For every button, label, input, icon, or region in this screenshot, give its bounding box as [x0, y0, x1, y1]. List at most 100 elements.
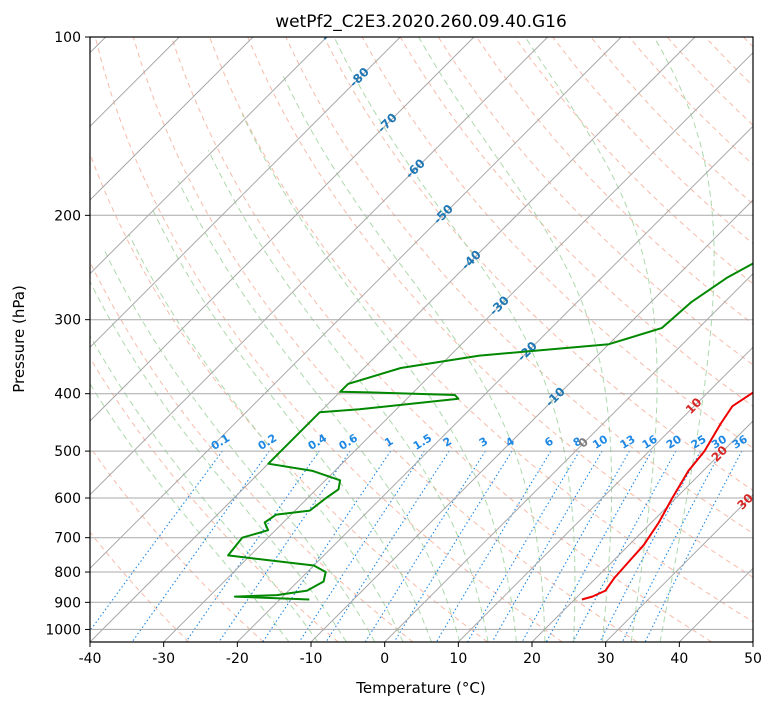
mixing-ratio-line	[325, 450, 450, 642]
guide-labels: 0.10.20.40.611.52346810131620253036-100-…	[209, 0, 775, 561]
dry-adiabat	[90, 356, 339, 642]
isotherm-label: -100	[288, 0, 319, 2]
isotherm-line	[678, 567, 753, 642]
isotherm-line	[310, 199, 753, 642]
temperature-profile	[581, 391, 753, 601]
mixing-ratio-line	[599, 450, 701, 642]
dry-adiabat	[285, 37, 753, 535]
mixing-ratio-label: 36	[730, 432, 750, 451]
dry-adiabat	[209, 37, 753, 623]
dry-adiabat	[704, 37, 753, 87]
dry-adiabat	[552, 37, 753, 245]
isotherm-line	[90, 37, 401, 349]
mixing-ratio-label: 0.4	[306, 431, 330, 453]
isotherm-line	[90, 37, 549, 496]
y-tick-label: 200	[54, 208, 81, 224]
dry-adiabat	[742, 37, 753, 48]
x-tick-label: 0	[380, 651, 389, 667]
isotherm-line	[752, 641, 753, 642]
background-grid	[90, 37, 753, 642]
moist-adiabat	[90, 382, 290, 642]
dry-adiabat-label: 40	[760, 539, 775, 561]
dry-adiabat	[90, 531, 190, 642]
y-tick-label: 600	[54, 491, 81, 507]
mixing-ratio-line	[545, 450, 653, 642]
y-axis-label: Pressure (hPa)	[10, 285, 28, 393]
mixing-ratio-line	[491, 450, 603, 642]
isotherm-line	[90, 37, 696, 642]
mixing-ratio-label: 3	[477, 435, 490, 450]
moist-adiabat	[418, 37, 613, 642]
mixing-ratio-line	[435, 450, 552, 642]
moist-adiabat	[207, 149, 489, 642]
mixing-ratio-label: 6	[542, 434, 556, 449]
isotherm-line	[90, 37, 328, 275]
isotherm-line	[90, 37, 622, 570]
moist-adiabat	[104, 251, 376, 642]
dry-adiabat	[666, 37, 753, 126]
y-tick-label: 300	[54, 313, 81, 329]
isotherm-line	[384, 272, 753, 642]
isotherm-line	[90, 37, 254, 201]
x-tick-label: -10	[300, 651, 323, 667]
moist-adiabat	[151, 208, 432, 642]
y-tick-label: 700	[54, 531, 81, 547]
isotherm-line	[605, 493, 753, 642]
x-tick-label: -30	[152, 651, 175, 667]
x-axis-label: Temperature (°C)	[355, 679, 485, 697]
mixing-ratio-label: 0.1	[209, 431, 232, 452]
x-tick-label: 50	[744, 651, 762, 667]
isotherm-line	[90, 37, 475, 422]
chart-title: wetPf2_C2E3.2020.260.09.40.G16	[275, 12, 567, 32]
isotherm-label: -10	[543, 384, 568, 409]
isotherm-line	[457, 346, 753, 642]
dry-adiabat	[628, 37, 753, 166]
mixing-ratio-label: 20	[664, 432, 684, 451]
dry-adiabat	[475, 37, 753, 325]
mixing-ratio-label: 1.5	[411, 431, 434, 452]
mixing-ratio-line	[521, 450, 630, 642]
moist-adiabat	[177, 180, 461, 642]
dry-adiabat	[399, 37, 753, 407]
isotherm-line	[163, 51, 753, 642]
mixing-ratio-line	[185, 450, 320, 642]
y-tick-label: 1000	[45, 622, 81, 638]
x-tick-label: 10	[449, 651, 467, 667]
mixing-ratio-line	[218, 450, 351, 642]
mixing-ratio-label: 13	[618, 433, 638, 452]
mixing-ratio-line	[364, 450, 486, 642]
isotherm-line	[531, 420, 753, 642]
mixing-ratio-label: 10	[590, 432, 610, 451]
x-tick-label: 20	[523, 651, 541, 667]
moist-adiabat	[90, 280, 347, 642]
mixing-ratio-line	[572, 450, 677, 642]
x-tick-label: -40	[79, 651, 102, 667]
y-tick-label: 100	[54, 30, 81, 46]
moist-adiabat	[333, 37, 576, 642]
axes: -40 -30 -20 -10 0 10 20 30 40 5010020030040050060…	[45, 30, 762, 667]
x-tick-label: 40	[670, 651, 688, 667]
mixing-ratio-label: 16	[640, 432, 660, 451]
moist-adiabat	[524, 37, 658, 642]
dry-adiabat	[590, 37, 753, 205]
dry-adiabat	[90, 260, 414, 642]
dry-adiabat	[437, 37, 753, 366]
mixing-ratio-line	[644, 450, 743, 642]
moist-adiabat	[653, 37, 715, 642]
mixing-ratio-line	[131, 450, 270, 642]
y-tick-label: 900	[54, 595, 81, 611]
mixing-ratio-line	[298, 450, 425, 642]
y-tick-label: 800	[54, 565, 81, 581]
y-tick-label: 400	[54, 387, 81, 403]
x-tick-label: 30	[597, 651, 615, 667]
mixing-ratio-line	[262, 450, 392, 642]
isotherm-line	[236, 125, 753, 642]
moist-adiabat	[128, 233, 404, 642]
dry-adiabat	[90, 152, 488, 642]
dry-adiabat	[247, 37, 753, 578]
profiles	[227, 262, 753, 601]
mixing-ratio-label: 1	[382, 435, 395, 450]
x-tick-label: -20	[226, 651, 249, 667]
mixing-ratio-line	[621, 450, 722, 642]
